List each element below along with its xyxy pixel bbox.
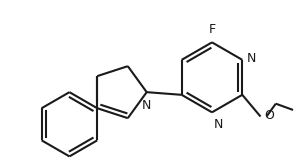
Text: F: F <box>209 23 216 36</box>
Text: O: O <box>264 109 274 122</box>
Text: N: N <box>247 52 256 65</box>
Text: N: N <box>214 118 223 131</box>
Text: N: N <box>142 99 151 113</box>
